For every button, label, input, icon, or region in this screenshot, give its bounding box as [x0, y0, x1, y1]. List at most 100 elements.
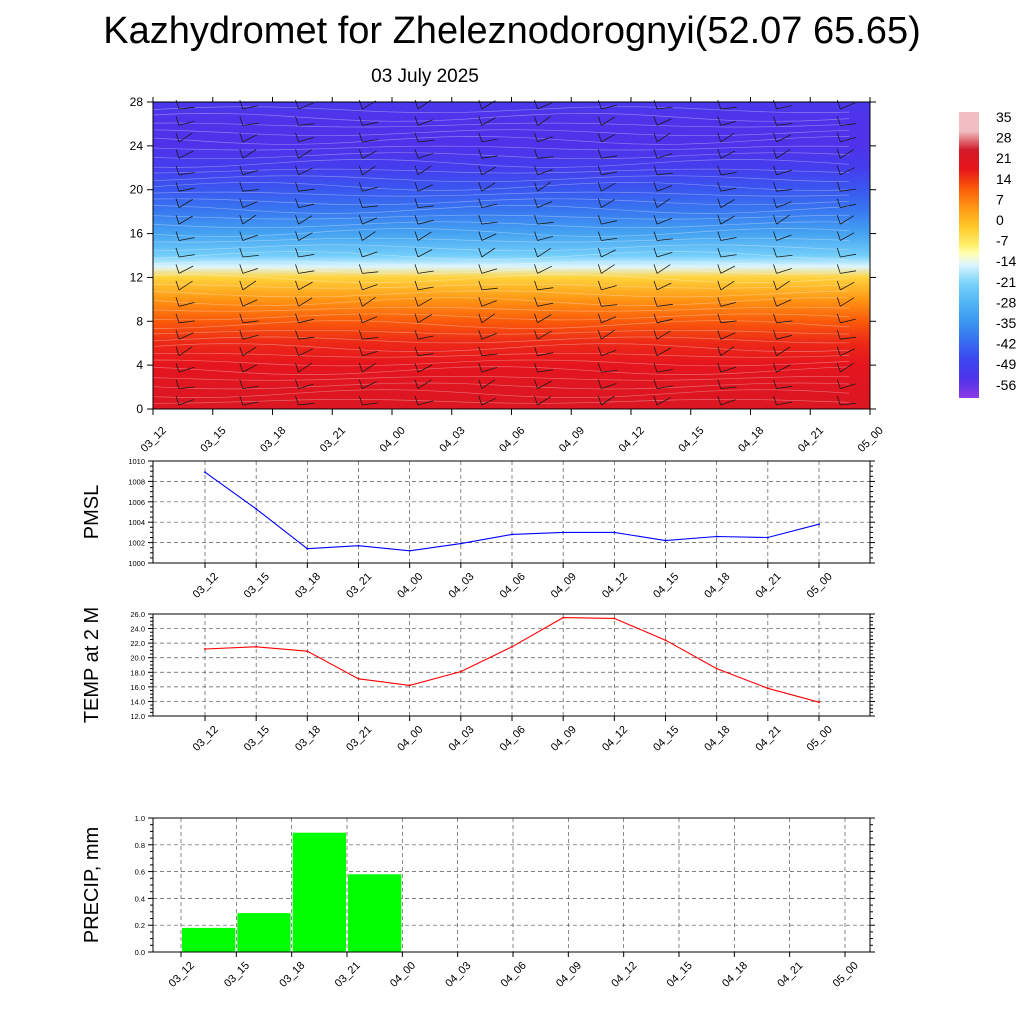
contour-line: [152, 389, 850, 398]
x-tick-label: 03_12: [191, 724, 221, 754]
wind-barb: [298, 232, 313, 241]
wind-barb: [417, 205, 434, 208]
data-point: [408, 684, 411, 687]
wind-barb-flag: [773, 346, 777, 356]
wind-barb-flag: [653, 362, 658, 373]
wind-barb: [481, 155, 498, 159]
wind-barb-flag: [717, 247, 722, 258]
colorbar-tick-label: -35: [996, 315, 1016, 331]
heatmap-x-tick-label: 03_18: [258, 425, 288, 455]
wind-barb-flag: [653, 264, 658, 274]
wind-barb-flag: [358, 297, 363, 307]
contour-line: [152, 198, 850, 206]
wind-barb: [298, 215, 313, 225]
wind-barb: [298, 362, 313, 373]
wind-barb: [242, 280, 257, 291]
wind-barb-flag: [717, 297, 722, 307]
contour-line: [152, 366, 850, 375]
wind-barb-flag: [836, 198, 841, 208]
wind-barb: [178, 280, 193, 291]
heatmap-x-tick-label: 05_00: [856, 425, 886, 455]
wind-barb-flag: [836, 149, 841, 159]
wind-barb-flag: [414, 297, 419, 307]
contour-line: [152, 237, 850, 243]
wind-barb: [720, 302, 737, 307]
wind-barb: [362, 381, 377, 389]
wind-barb: [537, 330, 552, 340]
wind-barb: [656, 132, 671, 143]
contour-line: [152, 159, 850, 168]
wind-barb: [298, 297, 313, 307]
wind-barb: [776, 364, 791, 373]
wind-barb: [601, 285, 617, 291]
wind-barb-flag: [175, 182, 180, 192]
wind-barb-flag: [773, 165, 777, 175]
heatmap-x-tick-label: 03_15: [198, 425, 228, 455]
wind-barb: [840, 232, 855, 241]
data-point: [408, 549, 411, 552]
wind-barb: [481, 300, 497, 307]
wind-barb-flag: [478, 231, 483, 241]
wind-barb: [362, 150, 377, 159]
contour-line: [152, 260, 850, 266]
y-tick-label: 1000: [128, 559, 145, 568]
y-tick-label: 14.0: [130, 697, 145, 706]
wind-barb-flag: [534, 182, 538, 192]
x-tick-label: 03_18: [293, 571, 323, 601]
precip-bar: [182, 927, 236, 952]
wind-barb-flag: [597, 247, 602, 258]
wind-barb: [242, 255, 259, 258]
wind-barb: [776, 299, 792, 307]
wind-barb-flag: [836, 214, 841, 225]
wind-barb-flag: [239, 132, 244, 143]
contour-line: [152, 168, 850, 174]
wind-barb-flag: [717, 379, 722, 389]
wind-barb: [417, 119, 434, 126]
wind-barb: [776, 201, 792, 208]
wind-barb-flag: [717, 214, 722, 225]
wind-barb: [481, 182, 496, 192]
pmsl-panel: 1000 1002 1004 1006 1008 1010 03_12 03_15 03_18 0…: [81, 457, 875, 601]
wind-barb-flag: [836, 182, 841, 192]
wind-barb: [776, 385, 793, 389]
wind-barb: [298, 336, 315, 340]
wind-barb: [362, 231, 376, 241]
wind-barb-flag: [295, 116, 299, 126]
wind-barb-flag: [414, 264, 419, 274]
wind-barb-flag: [653, 116, 658, 126]
wind-barb-flag: [175, 247, 180, 258]
y-tick-label: 18.0: [130, 668, 145, 677]
wind-barb-flag: [414, 346, 419, 356]
wind-barb: [417, 184, 433, 192]
wind-barb-flag: [478, 280, 483, 291]
data-point: [459, 670, 462, 673]
wind-barb: [720, 399, 736, 406]
wind-barb-flag: [358, 132, 363, 143]
contour-line: [152, 106, 850, 114]
wind-barb: [242, 334, 259, 340]
wind-barb: [298, 270, 315, 274]
heatmap-y-tick-label: 4: [136, 358, 143, 372]
wind-barb: [481, 367, 498, 373]
wind-barb: [776, 280, 791, 291]
wind-barb: [362, 362, 376, 373]
wind-barb: [537, 102, 553, 110]
x-tick-label: 03_12: [167, 960, 197, 990]
wind-barb: [537, 156, 554, 159]
wind-barb: [178, 132, 193, 143]
wind-barb-flag: [773, 182, 777, 192]
wind-barb-flag: [773, 247, 777, 258]
wind-barb-flag: [836, 116, 841, 126]
wind-barb: [362, 205, 379, 208]
wind-barb: [362, 121, 379, 126]
wind-barb-flag: [717, 116, 722, 126]
wind-barb-flag: [478, 247, 483, 258]
wind-barb: [362, 402, 379, 406]
wind-barb-flag: [414, 198, 419, 208]
wind-barb-flag: [836, 379, 841, 389]
x-tick-label: 04_06: [498, 571, 528, 601]
wind-barb: [840, 348, 855, 357]
wind-barb: [417, 153, 434, 159]
wind-barb-flag: [295, 379, 299, 389]
wind-barb-flag: [653, 297, 658, 307]
